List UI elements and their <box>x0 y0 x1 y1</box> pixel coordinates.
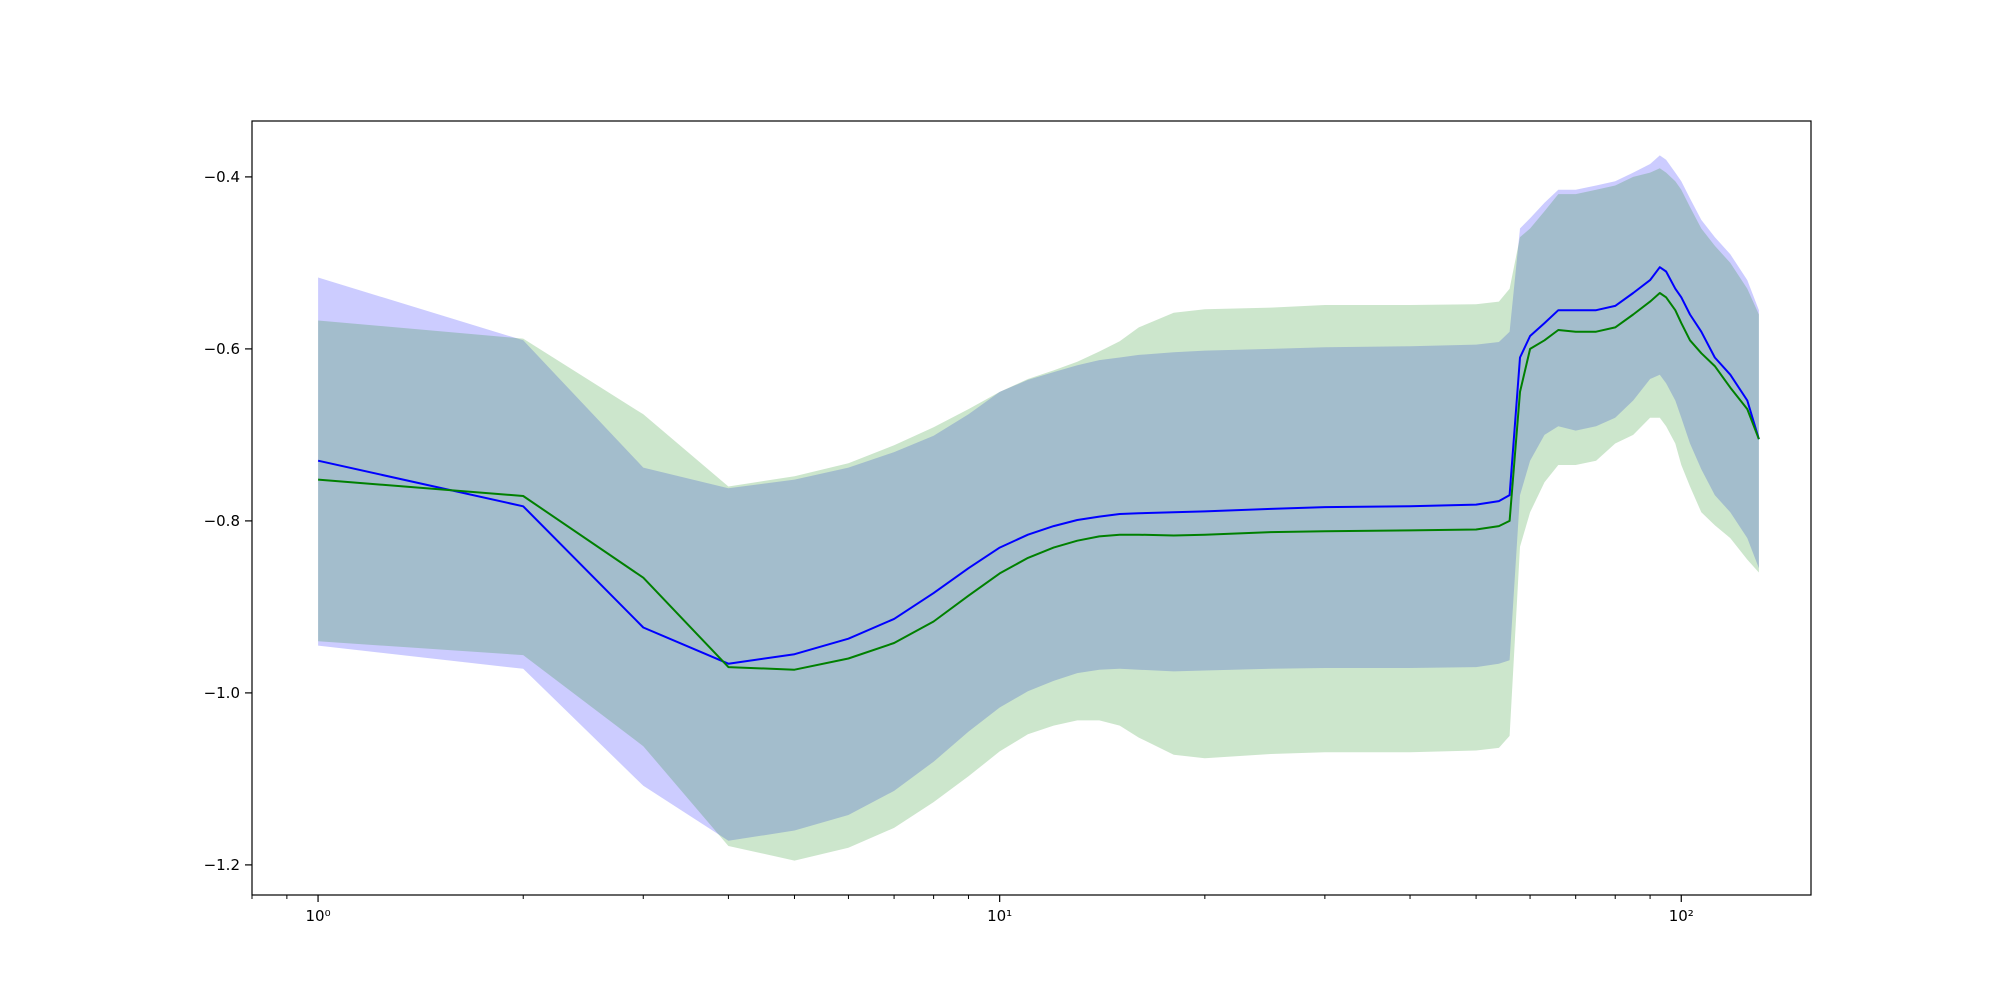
y-tick-label: −0.8 <box>204 512 240 530</box>
y-tick-label: −1.0 <box>204 684 240 702</box>
confidence-band-1 <box>318 168 1759 861</box>
confidence-band-0 <box>318 155 1759 841</box>
y-tick-label: −1.2 <box>204 856 240 874</box>
plot-frame <box>251 120 1812 896</box>
x-tick-label: 10¹ <box>987 907 1012 925</box>
confidence-bands <box>318 155 1759 861</box>
y-tick-label: −0.6 <box>204 340 240 358</box>
x-tick-label: 10⁰ <box>305 907 330 925</box>
series-lines <box>317 266 1760 671</box>
axes: 10⁰ 10¹ 10² −0.4 −0.6 −0.8 −1.0 −1.2 <box>204 168 1694 925</box>
series-line-0 <box>317 266 1760 665</box>
series-line-1 <box>318 292 1760 671</box>
x-tick-label: 10² <box>1669 907 1694 925</box>
y-tick-label: −0.4 <box>204 168 240 186</box>
